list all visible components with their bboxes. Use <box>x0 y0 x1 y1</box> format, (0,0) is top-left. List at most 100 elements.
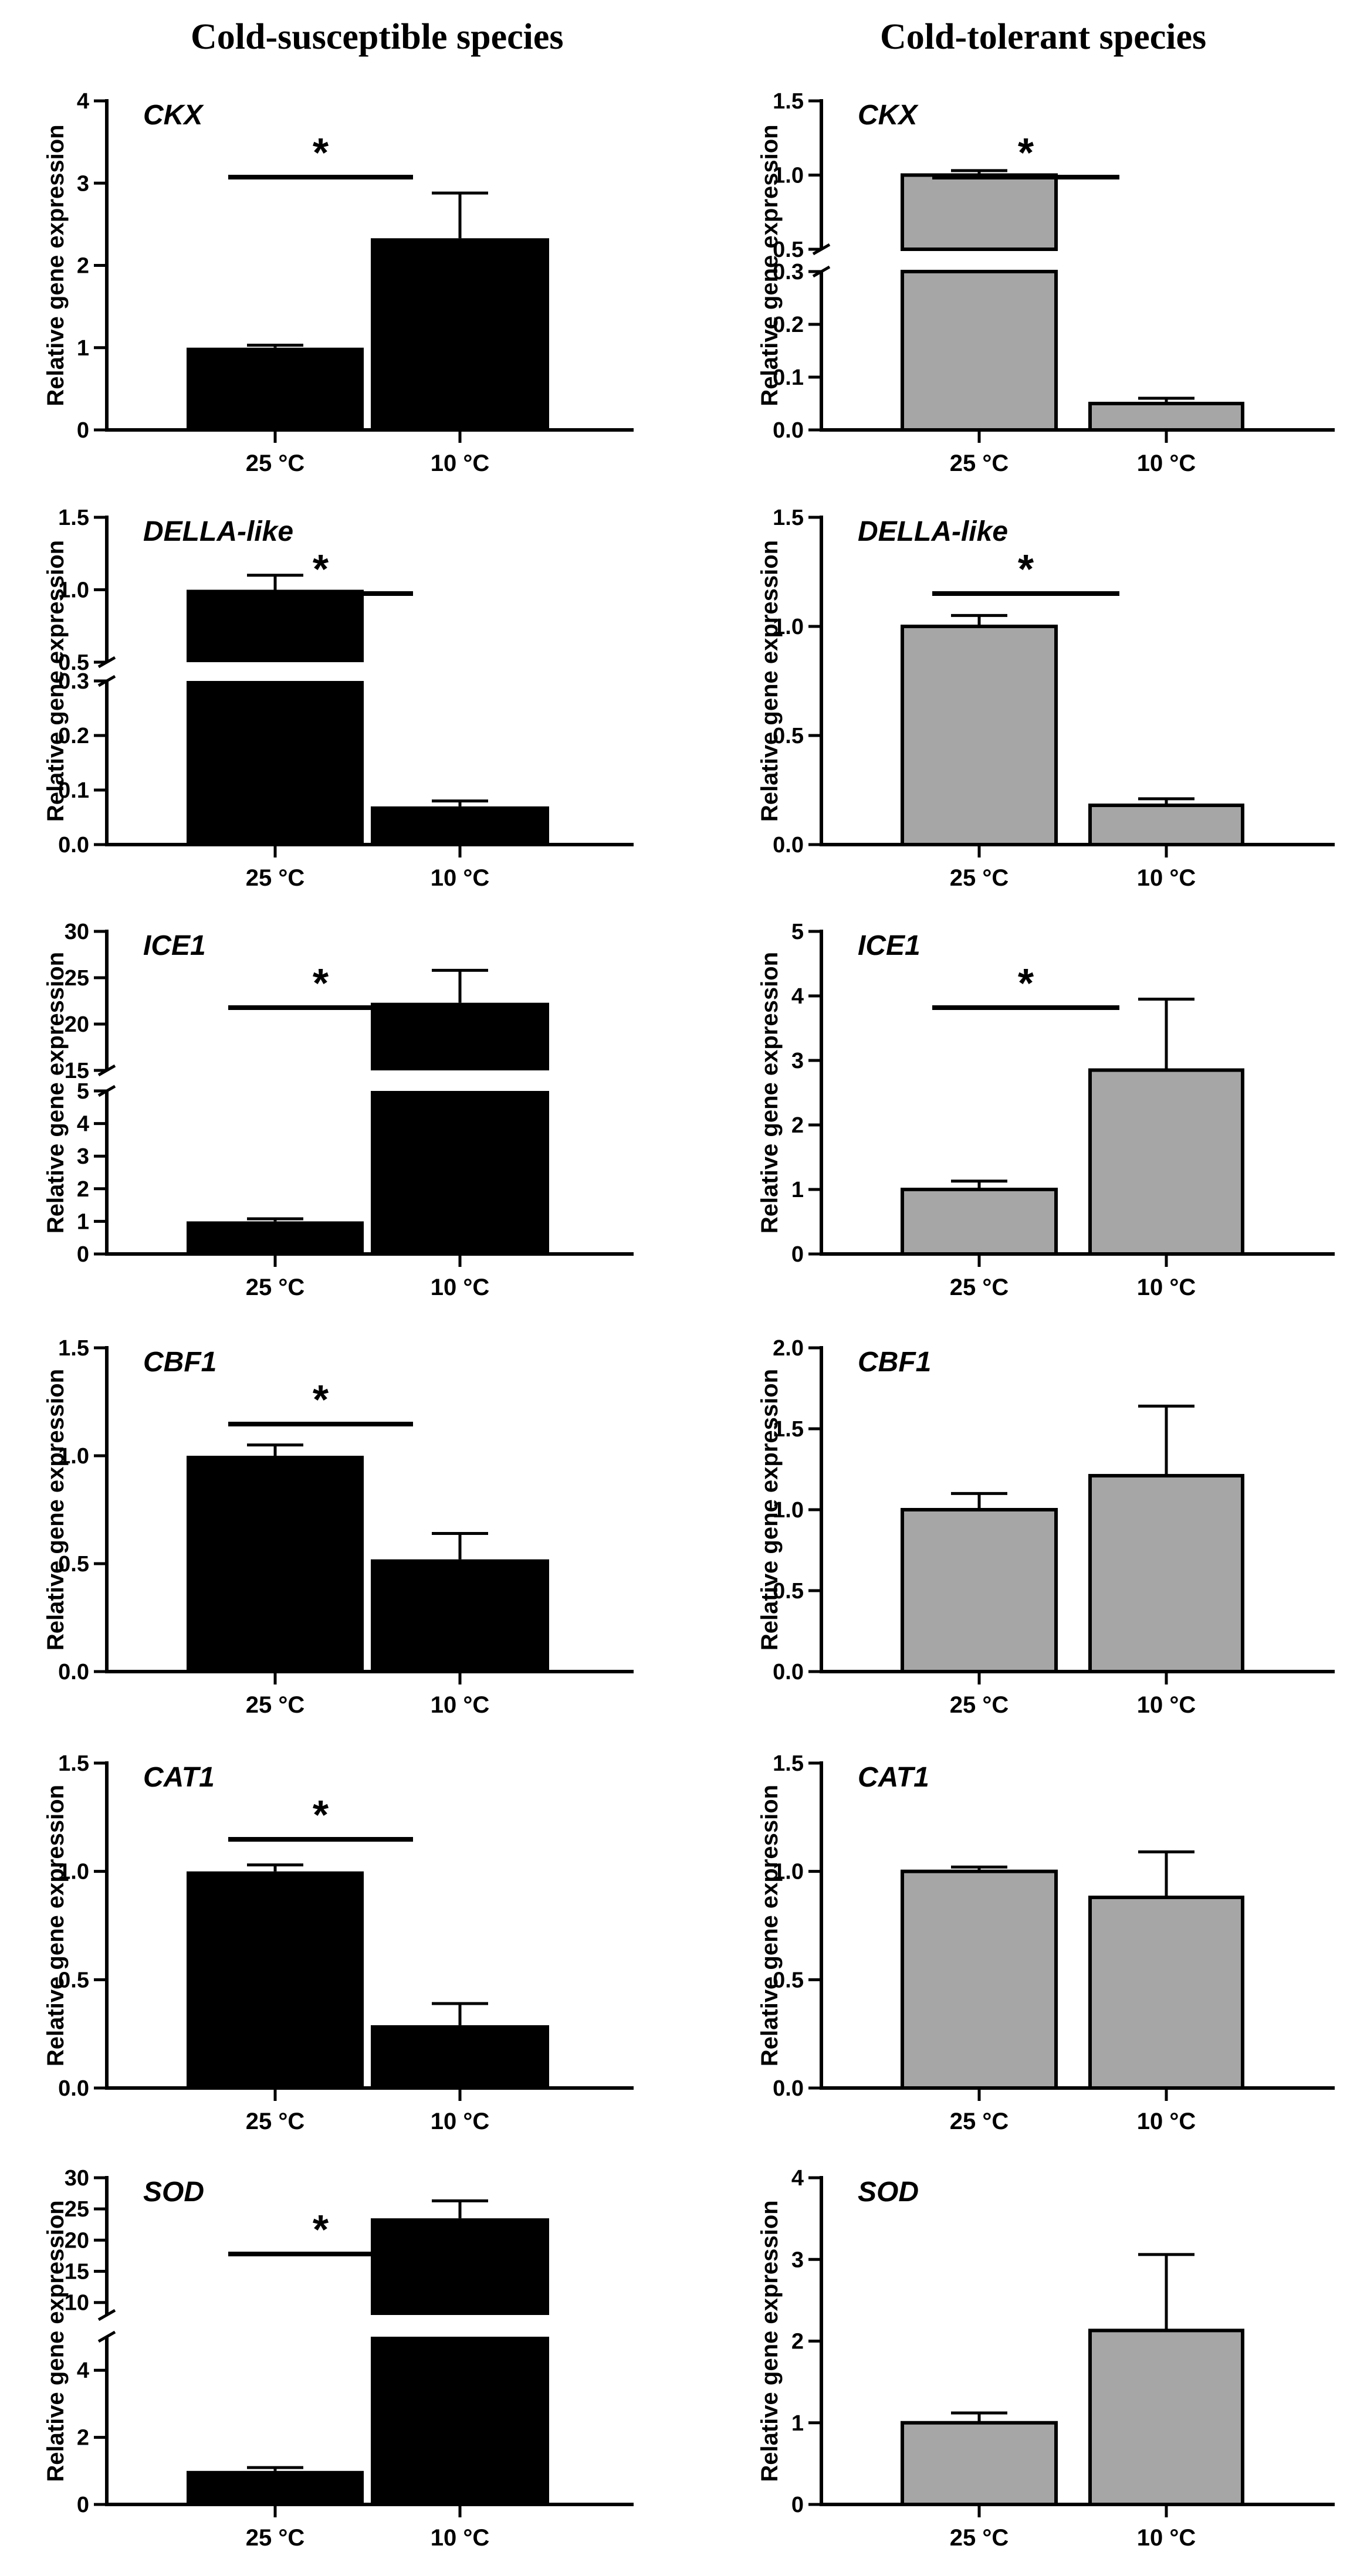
bar-25c-lower <box>901 270 1058 432</box>
y-tick-label: 0 <box>77 2493 89 2517</box>
gene-title: CAT1 <box>858 1762 929 1793</box>
y-tick-label: 0.0 <box>773 418 804 443</box>
bar-10c <box>1088 402 1244 432</box>
y-tick-label: 1 <box>791 2411 804 2436</box>
x-tick-label: 10 °C <box>431 2109 490 2134</box>
y-tick-label: 0 <box>77 418 89 443</box>
y-tick-label: 3 <box>791 1049 804 1073</box>
y-tick-label: 4 <box>791 984 804 1009</box>
y-tick-label: 1.5 <box>773 1417 804 1442</box>
y-axis-label: Relative gene expression <box>43 540 69 822</box>
y-tick-label: 4 <box>77 89 89 114</box>
x-tick-label: 10 °C <box>431 2525 490 2551</box>
bar-10c-lower <box>371 2337 549 2504</box>
y-tick-label: 0.5 <box>773 1968 804 1992</box>
y-tick-label: 2 <box>77 254 89 279</box>
y-tick-label: 30 <box>65 920 89 944</box>
y-tick-label: 4 <box>77 1112 89 1137</box>
x-tick-label: 10 °C <box>1137 2525 1196 2551</box>
y-tick-label: 10 <box>65 2291 89 2316</box>
x-tick-label: 25 °C <box>950 450 1009 476</box>
gene-title: DELLA-like <box>143 516 293 547</box>
x-tick-label: 25 °C <box>950 2525 1009 2551</box>
significance-star: * <box>313 1377 329 1422</box>
bar-10c <box>371 2025 549 2088</box>
gene-title: ICE1 <box>143 930 206 961</box>
column-title-cold-tolerant: Cold-tolerant species <box>880 17 1207 57</box>
gene-title: CBF1 <box>858 1347 931 1378</box>
x-tick-label: 10 °C <box>1137 2109 1196 2134</box>
y-axis-label: Relative gene expression <box>757 2200 783 2482</box>
y-axis-label: Relative gene expression <box>43 1785 69 2066</box>
axis-break-mark <box>97 2330 116 2343</box>
y-tick-label: 2 <box>791 2330 804 2354</box>
bar-10c-upper <box>371 1002 549 1070</box>
x-tick-label: 25 °C <box>246 865 305 891</box>
y-tick-label: 0.5 <box>773 1579 804 1604</box>
y-tick-label: 1.0 <box>773 164 804 188</box>
y-tick-label: 1.5 <box>58 1336 89 1361</box>
y-tick-label: 0.0 <box>58 1660 89 1684</box>
gene-title: SOD <box>143 2177 204 2208</box>
bar-10c <box>1088 1068 1244 1256</box>
x-tick-label: 10 °C <box>1137 1692 1196 1718</box>
bar-10c <box>371 1559 549 1672</box>
bar-25c <box>901 625 1058 846</box>
bar-10c-lower <box>371 1091 549 1254</box>
significance-star: * <box>1018 546 1034 592</box>
y-tick-label: 2 <box>77 2426 89 2450</box>
x-tick-label: 25 °C <box>246 2525 305 2551</box>
significance-star: * <box>313 2206 329 2252</box>
bar-25c <box>187 2470 364 2504</box>
y-axis-label: Relative gene expression <box>757 952 783 1233</box>
bar-10c <box>371 238 549 430</box>
bar-10c <box>371 806 549 845</box>
bar-25c-upper <box>187 589 364 662</box>
x-tick-label: 25 °C <box>246 2109 305 2134</box>
x-tick-label: 25 °C <box>950 2109 1009 2134</box>
column-title-cold-susceptible: Cold-susceptible species <box>191 17 564 57</box>
significance-star: * <box>313 960 329 1006</box>
x-tick-label: 10 °C <box>431 1275 490 1300</box>
y-tick-label: 1.5 <box>58 1751 89 1776</box>
y-tick-label: 1.0 <box>58 1444 89 1469</box>
bar-25c-upper <box>901 173 1058 251</box>
y-tick-label: 0.1 <box>773 365 804 390</box>
y-axis-label: Relative gene expression <box>757 1785 783 2066</box>
y-tick-label: 1.5 <box>773 1751 804 1776</box>
x-tick-label: 25 °C <box>950 1692 1009 1718</box>
bar-10c <box>1088 804 1244 847</box>
bar-10c-upper <box>371 2218 549 2315</box>
y-tick-label: 1.0 <box>58 578 89 603</box>
chart-panel-cold-tolerant-sod: 0 1 2 3 4 25 °C 10 °C SOD Relative gene expressi… <box>757 2166 1335 2551</box>
y-tick-label: 2 <box>77 1177 89 1202</box>
chart-panel-cold-susceptible-ckx: 0 1 2 3 4 25 °C 10 °C CKX Relative gene expressi… <box>43 89 634 476</box>
gene-title: CKX <box>858 100 919 131</box>
bar-25c-lower <box>187 681 364 845</box>
x-tick-label: 25 °C <box>246 450 305 476</box>
x-tick-label: 25 °C <box>950 865 1009 891</box>
gene-title: DELLA-like <box>858 516 1008 547</box>
y-tick-label: 1.5 <box>773 89 804 114</box>
x-tick-label: 25 °C <box>950 1275 1009 1300</box>
y-tick-label: 1.5 <box>58 506 89 530</box>
significance-star: * <box>1018 960 1034 1006</box>
chart-panel-cold-susceptible-della-like: 0.0 0.1 0.2 0.30.5 1.0 1.5 25 °C 10 °C DELLA-lik… <box>43 506 634 891</box>
gene-title: CBF1 <box>143 1347 216 1378</box>
y-tick-label: 1 <box>77 336 89 361</box>
y-tick-label: 3 <box>77 1144 89 1169</box>
y-tick-label: 15 <box>65 1059 89 1083</box>
y-tick-label: 0.5 <box>773 724 804 748</box>
y-tick-label: 0 <box>791 2493 804 2517</box>
bar-25c <box>187 1221 364 1254</box>
bar-25c <box>901 1869 1058 2090</box>
y-axis-label: Relative gene expression <box>43 2200 69 2482</box>
y-tick-label: 0.5 <box>58 1968 89 1992</box>
gene-title: CKX <box>143 100 204 131</box>
y-tick-label: 2.0 <box>773 1336 804 1361</box>
y-tick-label: 0.3 <box>58 669 89 694</box>
significance-star: * <box>1018 130 1034 175</box>
bar-25c <box>187 1871 364 2088</box>
y-tick-label: 0.5 <box>58 1552 89 1577</box>
